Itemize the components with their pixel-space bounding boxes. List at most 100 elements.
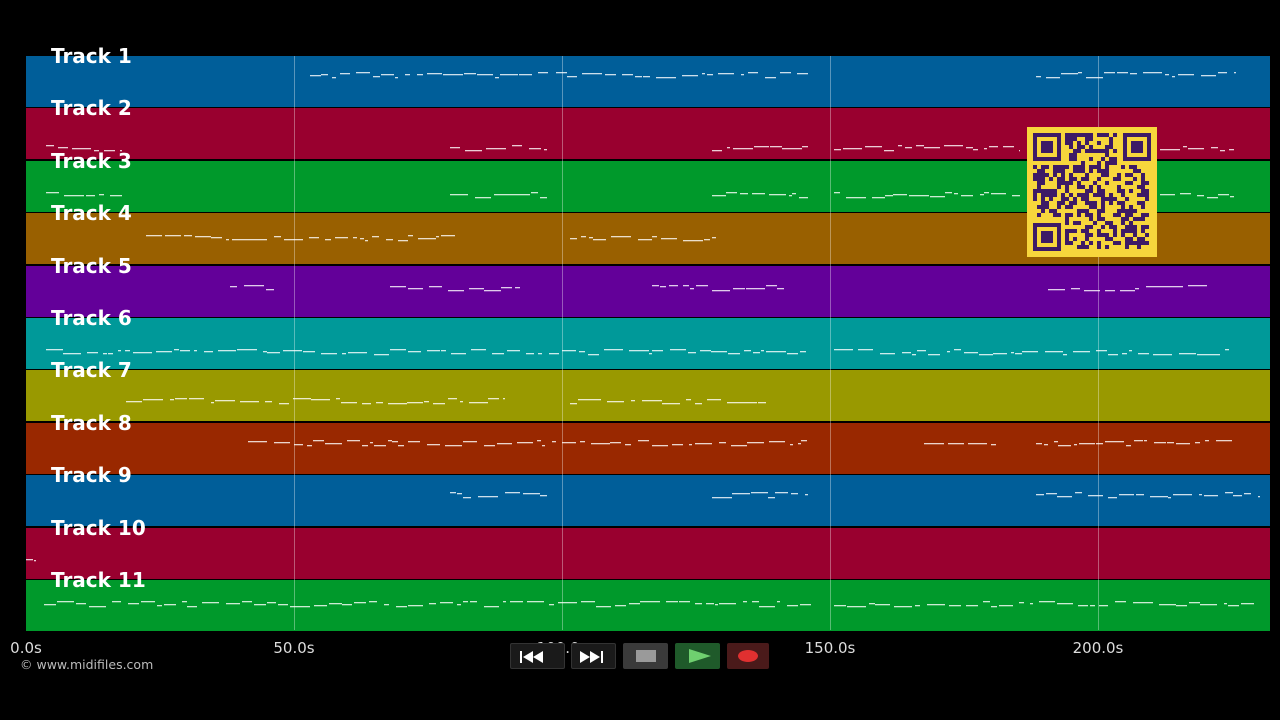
- note-mark: [733, 288, 745, 290]
- note-mark: [915, 605, 920, 607]
- note-mark: [44, 604, 56, 606]
- note-mark: [1144, 440, 1147, 442]
- track-lane-8[interactable]: [26, 422, 1270, 474]
- note-mark: [996, 193, 1006, 195]
- note-mark: [244, 285, 264, 287]
- axis-tick-label: 150.0s: [804, 639, 856, 657]
- track-label-9: Track 9: [51, 463, 132, 488]
- note-mark: [356, 72, 370, 74]
- rewind-button[interactable]: [510, 643, 565, 669]
- note-mark: [1172, 76, 1175, 78]
- note-mark: [1224, 603, 1227, 605]
- note-mark: [1078, 605, 1088, 607]
- note-mark: [87, 352, 98, 354]
- note-mark: [1054, 441, 1058, 443]
- track-lane-9[interactable]: [26, 475, 1270, 527]
- note-mark: [471, 349, 486, 351]
- note-mark: [218, 350, 236, 352]
- note-mark: [589, 237, 593, 239]
- note-mark: [103, 353, 107, 355]
- note-mark: [928, 354, 940, 356]
- note-mark: [979, 354, 993, 356]
- track-lane-6[interactable]: [26, 318, 1270, 369]
- grid-line: [830, 56, 831, 630]
- note-mark: [983, 601, 990, 603]
- track-lane-7[interactable]: [26, 370, 1270, 422]
- note-mark: [743, 601, 747, 603]
- note-mark: [448, 398, 457, 400]
- note-mark: [335, 237, 348, 239]
- note-mark: [631, 400, 635, 402]
- track-lane-10[interactable]: [26, 527, 1270, 579]
- note-mark: [1019, 150, 1020, 152]
- note-mark: [523, 493, 540, 495]
- note-mark: [390, 286, 406, 288]
- note-mark: [752, 601, 759, 603]
- note-mark: [1036, 494, 1044, 496]
- note-mark: [607, 401, 624, 403]
- note-mark: [370, 442, 373, 444]
- note-mark: [683, 285, 689, 287]
- note-mark: [629, 350, 649, 352]
- note-mark: [615, 605, 626, 607]
- note-mark: [274, 236, 281, 238]
- note-mark: [451, 353, 466, 355]
- note-mark: [752, 193, 765, 195]
- note-mark: [314, 605, 327, 607]
- note-mark: [408, 605, 423, 607]
- note-mark: [869, 603, 875, 605]
- note-mark: [284, 239, 303, 241]
- note-mark: [999, 605, 1013, 607]
- note-mark: [503, 601, 506, 603]
- note-mark: [194, 350, 197, 352]
- note-mark: [1073, 351, 1090, 353]
- note-mark: [232, 239, 247, 241]
- fast-forward-icon: [580, 651, 603, 663]
- track-lane-11[interactable]: [26, 580, 1270, 631]
- note-mark: [182, 601, 187, 603]
- note-mark: [1071, 288, 1080, 290]
- note-mark: [1241, 603, 1254, 605]
- note-mark: [353, 237, 357, 239]
- note-mark: [991, 444, 996, 446]
- stop-button[interactable]: [623, 643, 668, 669]
- track-lane-5[interactable]: [26, 265, 1270, 317]
- note-mark: [884, 150, 894, 152]
- note-mark: [443, 74, 463, 76]
- track-label-4: Track 4: [51, 201, 132, 226]
- fast-forward-button[interactable]: [571, 643, 616, 669]
- note-mark: [1188, 285, 1207, 287]
- note-mark: [99, 194, 104, 196]
- note-mark: [1012, 195, 1020, 197]
- note-mark: [112, 601, 121, 603]
- play-button[interactable]: [675, 643, 720, 669]
- note-mark: [1150, 496, 1168, 498]
- record-button[interactable]: [727, 643, 769, 669]
- note-mark: [1045, 351, 1063, 353]
- note-mark: [293, 398, 311, 400]
- note-mark: [727, 147, 730, 149]
- note-mark: [460, 401, 463, 403]
- note-mark: [792, 193, 796, 195]
- note-mark: [336, 398, 340, 400]
- note-mark: [961, 195, 973, 197]
- note-mark: [797, 73, 808, 75]
- note-mark: [635, 76, 642, 78]
- note-mark: [712, 237, 716, 239]
- note-mark: [381, 74, 394, 76]
- track-lane-1[interactable]: [26, 56, 1270, 107]
- note-mark: [202, 602, 219, 604]
- note-mark: [1225, 349, 1229, 351]
- note-mark: [165, 235, 181, 237]
- track-label-5: Track 5: [51, 253, 132, 278]
- note-mark: [746, 288, 765, 290]
- note-mark: [46, 145, 54, 147]
- grid-line: [294, 56, 295, 630]
- note-mark: [872, 197, 885, 199]
- axis-tick-label: 200.0s: [1072, 639, 1124, 657]
- note-mark: [307, 445, 312, 447]
- note-mark: [672, 444, 683, 446]
- note-mark: [1229, 149, 1234, 151]
- note-mark: [283, 350, 302, 352]
- note-mark: [893, 194, 907, 196]
